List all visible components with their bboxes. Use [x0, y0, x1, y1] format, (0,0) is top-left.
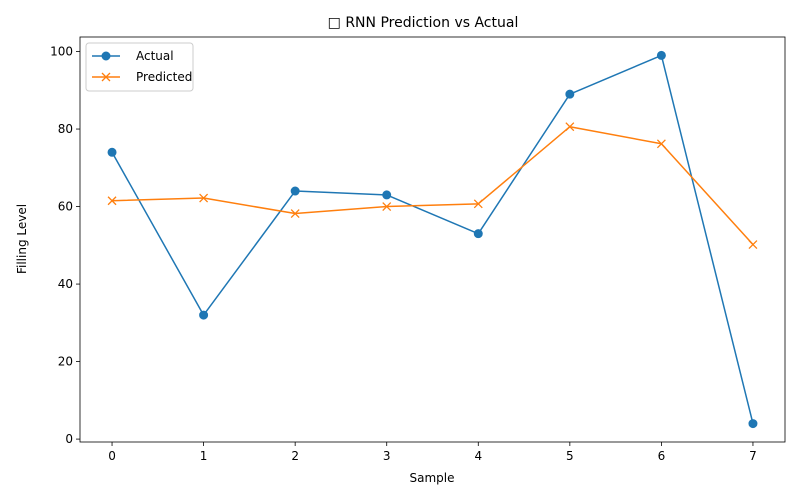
data-point-actual: [382, 190, 392, 200]
series-predicted: [107, 122, 758, 249]
y-tick-label: 60: [58, 200, 73, 214]
legend-label-predicted: Predicted: [136, 70, 192, 84]
x-axis: 0 1 2 3 4 5 6 7: [108, 442, 757, 463]
data-point-actual: [748, 419, 758, 429]
series-layer: [107, 50, 758, 429]
data-point-predicted: [656, 139, 666, 149]
data-point-predicted: [565, 122, 575, 132]
series-line-actual: [111, 54, 754, 424]
legend: Actual Predicted: [85, 42, 194, 92]
y-axis: 0 20 40 60 80 100: [50, 45, 80, 446]
data-point-predicted: [382, 202, 392, 212]
data-point-actual: [107, 147, 117, 157]
y-tick-label: 0: [65, 432, 73, 446]
data-point-actual: [656, 50, 666, 60]
data-point-predicted: [107, 196, 117, 206]
x-tick-label: 3: [383, 449, 391, 463]
data-point-predicted: [748, 240, 758, 249]
x-tick-label: 7: [749, 449, 757, 463]
x-tick-label: 5: [566, 449, 574, 463]
x-tick-label: 4: [474, 449, 482, 463]
y-tick-label: 80: [58, 122, 73, 136]
y-tick-label: 100: [50, 45, 73, 59]
data-point-actual: [473, 229, 483, 239]
series-actual: [107, 50, 758, 429]
legend-label-actual: Actual: [136, 49, 174, 63]
data-point-actual: [565, 89, 575, 99]
legend-item-actual: Actual: [92, 49, 174, 63]
x-tick-label: 1: [200, 449, 208, 463]
x-tick-label: 6: [658, 449, 666, 463]
y-tick-label: 20: [58, 355, 73, 369]
data-point-predicted: [290, 209, 300, 218]
series-line-predicted: [112, 125, 754, 246]
legend-frame: [85, 42, 194, 92]
legend-item-predicted: Predicted: [92, 70, 192, 84]
plot-frame: [79, 36, 786, 443]
y-tick-label: 40: [58, 277, 73, 291]
x-tick-label: 2: [291, 449, 299, 463]
x-tick-label: 0: [108, 449, 116, 463]
x-axis-label: Sample: [410, 471, 455, 485]
legend-marker-actual: [101, 51, 111, 61]
data-point-predicted: [199, 193, 209, 203]
chart-title: □ RNN Prediction vs Actual: [328, 15, 519, 31]
data-point-actual: [199, 310, 209, 320]
legend-marker-predicted: [101, 72, 111, 82]
data-point-actual: [290, 186, 300, 196]
data-point-predicted: [473, 199, 483, 209]
y-axis-label: Filling Level: [15, 204, 29, 274]
plot-area: [80, 37, 785, 442]
